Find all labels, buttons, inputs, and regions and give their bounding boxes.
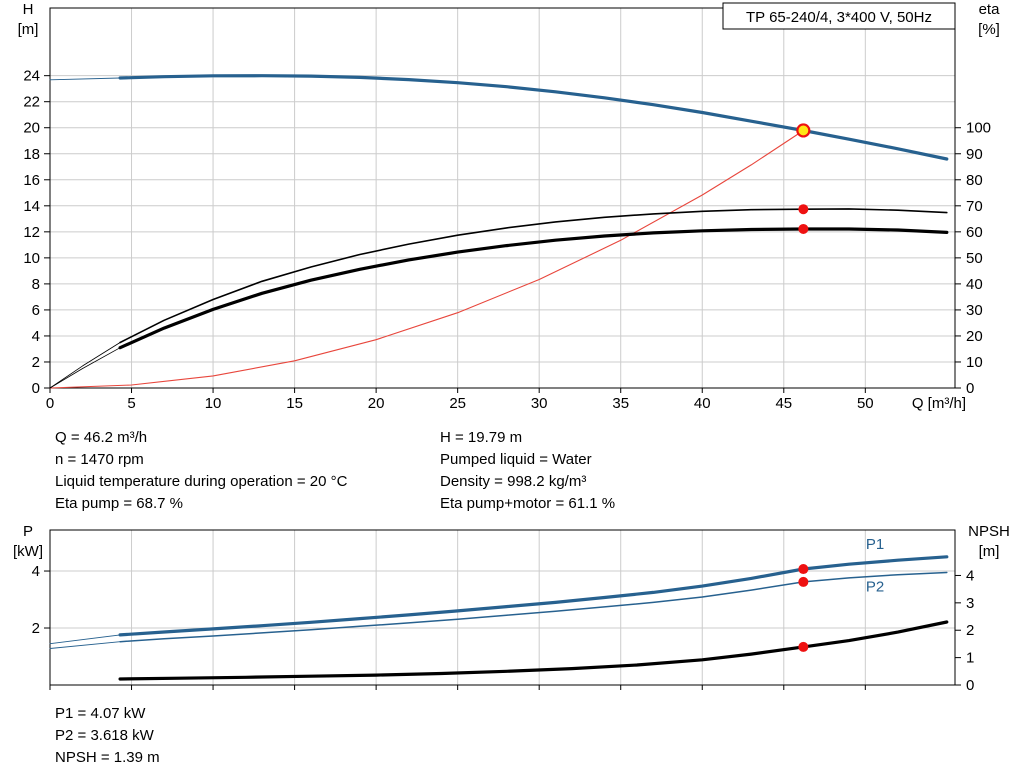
info-line-eta-pump: Eta pump = 68.7 % xyxy=(55,495,183,512)
axis-text: 2 xyxy=(32,620,40,637)
axis-text: 30 xyxy=(966,302,983,319)
axis-text: 100 xyxy=(966,120,991,137)
axis-text: 3 xyxy=(966,595,974,612)
axis-text: H xyxy=(23,1,34,18)
axis-text: 5 xyxy=(127,395,135,412)
p2-extension xyxy=(49,641,121,649)
head-curve xyxy=(118,74,949,161)
axis-text: 6 xyxy=(32,302,40,319)
axis-text: 1 xyxy=(966,650,974,667)
axis-text: 15 xyxy=(286,395,303,412)
axis-text: [m] xyxy=(18,21,39,38)
axis-text: 18 xyxy=(23,146,40,163)
axis-text: 25 xyxy=(449,395,466,412)
axis-text: 35 xyxy=(612,395,629,412)
axis-text: 10 xyxy=(23,250,40,267)
axis-text: 0 xyxy=(32,380,40,397)
axis-text: 50 xyxy=(966,250,983,267)
axis-text: 24 xyxy=(23,68,40,85)
info-line-liquid-temp: Liquid temperature during operation = 20… xyxy=(55,473,348,490)
p1-marker xyxy=(798,564,809,575)
axis-text: [kW] xyxy=(13,543,43,560)
axis-text: 20 xyxy=(966,328,983,345)
head-curve-extension xyxy=(49,77,121,81)
duty-info-left: Q = 46.2 m³/h n = 1470 rpm Liquid temper… xyxy=(55,427,347,515)
info-line-p1: P1 = 4.07 kW xyxy=(55,705,146,722)
eta-pump-motor-curve xyxy=(118,227,949,350)
eta-pump-curve xyxy=(119,208,948,344)
result-info-bottom: P1 = 4.07 kW P2 = 3.618 kW NPSH = 1.39 m xyxy=(55,703,160,769)
axis-text: 40 xyxy=(966,276,983,293)
axis-text: 4 xyxy=(32,328,40,345)
axis-text: TP 65-240/4, 3*400 V, 50Hz xyxy=(746,9,932,26)
plot-frame xyxy=(49,7,956,389)
npsh-curve xyxy=(118,620,949,681)
axis-text: 10 xyxy=(966,354,983,371)
axis-text: Q [m³/h] xyxy=(912,395,966,412)
eta-pump-marker xyxy=(798,204,809,215)
axis-text: 16 xyxy=(23,172,40,189)
axis-text: 20 xyxy=(368,395,385,412)
title-box xyxy=(722,2,956,30)
axis-text: 2 xyxy=(32,354,40,371)
axis-text: 30 xyxy=(531,395,548,412)
info-line-npsh: NPSH = 1.39 m xyxy=(55,749,160,766)
info-line-eta-pump-motor: Eta pump+motor = 61.1 % xyxy=(440,495,616,512)
axis-text: 40 xyxy=(694,395,711,412)
axis-text: 14 xyxy=(23,198,40,215)
p2-marker xyxy=(798,576,809,587)
eta-pump-extension xyxy=(49,342,121,389)
axis-text: eta xyxy=(979,1,1001,18)
duty-point-marker xyxy=(796,123,811,138)
power-npsh-chart: 2 4 0 1 2 3 4 P1 P2 P [kW] NPSH [m] xyxy=(13,523,1010,694)
info-line-head: H = 19.79 m xyxy=(440,429,523,446)
eta-pump-motor-marker xyxy=(798,223,809,234)
axis-text: [%] xyxy=(978,21,1000,38)
eta-pump-motor-extension xyxy=(49,347,121,389)
p1-curve xyxy=(118,555,949,637)
duty-info-right: H = 19.79 m Pumped liquid = Water Densit… xyxy=(440,427,615,515)
plot-frame xyxy=(49,529,956,686)
axis-text: 20 xyxy=(23,120,40,137)
axis-text: P1 xyxy=(866,536,884,553)
axis-text: 45 xyxy=(775,395,792,412)
axis-text: 10 xyxy=(205,395,222,412)
p1-extension xyxy=(49,634,121,645)
axis-text: 70 xyxy=(966,198,983,215)
axis-text: 4 xyxy=(32,563,40,580)
axis-text: 8 xyxy=(32,276,40,293)
axis-text: 0 xyxy=(966,380,974,397)
axis-text: 60 xyxy=(966,224,983,241)
info-line-p2: P2 = 3.618 kW xyxy=(55,727,154,744)
axis-text: 0 xyxy=(966,677,974,694)
info-line-q: Q = 46.2 m³/h xyxy=(55,429,148,446)
axis-text: 4 xyxy=(966,567,974,584)
p2-curve xyxy=(119,571,948,643)
axis-text: [m] xyxy=(979,543,1000,560)
axis-text: 22 xyxy=(23,94,40,111)
info-line-density: Density = 998.2 kg/m³ xyxy=(440,473,587,490)
axis-text: P2 xyxy=(866,579,884,596)
axis-text: P xyxy=(23,523,33,540)
axis-text: 50 xyxy=(857,395,874,412)
axis-text: 80 xyxy=(966,172,983,189)
system-curve xyxy=(49,129,804,389)
head-capacity-chart: 0 5 10 15 20 25 30 35 40 45 5002468101214161820222… xyxy=(18,1,1001,412)
axis-text: 0 xyxy=(46,395,54,412)
axis-text: 2 xyxy=(966,622,974,639)
axis-text: NPSH xyxy=(968,523,1010,540)
npsh-marker xyxy=(798,641,809,652)
info-line-pumped-liquid: Pumped liquid = Water xyxy=(440,451,592,468)
axis-text: 12 xyxy=(23,224,40,241)
axis-text: 90 xyxy=(966,146,983,163)
info-line-speed: n = 1470 rpm xyxy=(55,451,144,468)
